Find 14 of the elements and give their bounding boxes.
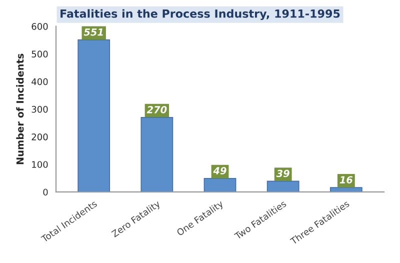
y-tick-label: 500: [32, 50, 48, 58]
data-label: 16: [340, 176, 353, 184]
data-label: 270: [146, 106, 167, 114]
y-tick-label: 300: [32, 106, 48, 113]
y-tick-label: 200: [32, 133, 48, 140]
y-tick-label: 0: [43, 188, 48, 196]
y-tick-label: 600: [32, 23, 48, 30]
data-label: 551: [84, 28, 103, 36]
data-label: 39: [276, 170, 290, 178]
y-tick-label: 400: [32, 78, 48, 86]
y-tick-label: 100: [32, 161, 48, 168]
chart-title: Fatalities in the Process Industry, 1911-1995: [60, 9, 340, 20]
data-label: 49: [213, 167, 226, 174]
y-axis-title: Number of Incidents: [16, 54, 24, 164]
